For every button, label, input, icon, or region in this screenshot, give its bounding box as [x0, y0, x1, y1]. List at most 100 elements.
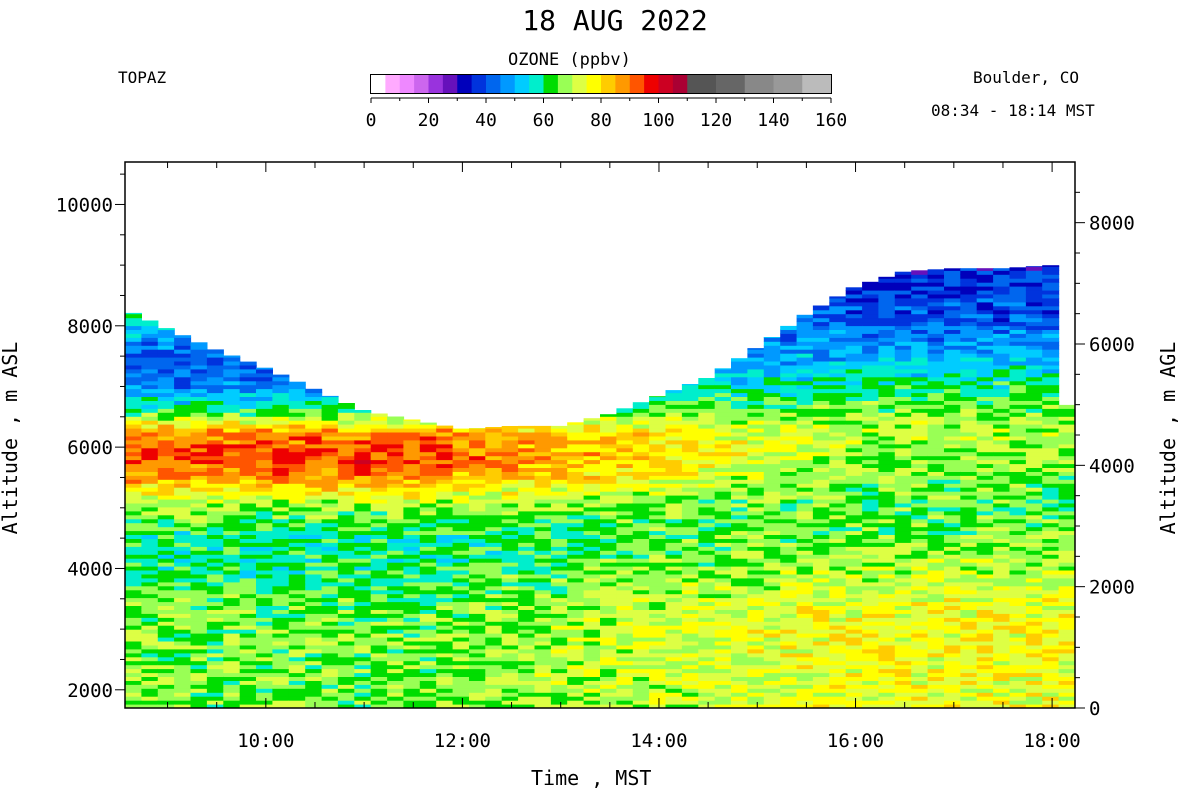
ozone-cell	[714, 637, 732, 642]
ozone-cell	[518, 621, 536, 626]
ozone-cell	[141, 459, 159, 465]
ozone-cell	[944, 380, 961, 386]
ozone-cell	[632, 688, 650, 693]
ozone-cell	[812, 455, 830, 461]
ozone-cell	[272, 435, 290, 441]
ozone-cell	[714, 471, 732, 476]
ozone-cell	[976, 435, 994, 441]
ozone-cell	[174, 581, 192, 587]
ozone-cell	[501, 550, 519, 555]
ozone-cell	[780, 483, 798, 488]
ozone-cell	[927, 321, 945, 327]
ozone-cell	[845, 566, 863, 571]
ozone-cell	[911, 341, 929, 346]
ozone-cell	[829, 353, 847, 358]
ozone-cell	[337, 546, 355, 551]
ozone-cell	[256, 368, 273, 374]
ozone-cell	[485, 518, 503, 524]
ozone-cell	[780, 581, 798, 587]
ozone-cell	[829, 392, 847, 397]
ozone-cell	[256, 688, 273, 693]
ozone-cell	[796, 357, 814, 362]
ozone-cell	[731, 601, 748, 606]
ozone-cell	[403, 613, 421, 618]
ozone-cell	[321, 400, 339, 405]
ozone-cell	[256, 526, 273, 532]
ozone-cell	[927, 293, 945, 299]
ozone-cell	[239, 372, 257, 378]
ozone-cell	[878, 676, 896, 681]
ozone-cell	[927, 660, 945, 666]
ozone-cell	[862, 372, 880, 378]
ozone-cell	[993, 660, 1011, 666]
ozone-cell	[567, 617, 585, 622]
ozone-cell	[976, 479, 994, 484]
ozone-cell	[731, 684, 748, 689]
ozone-cell	[698, 546, 716, 551]
ozone-cell	[862, 570, 880, 575]
ozone-cell	[174, 404, 192, 409]
ozone-cell	[337, 510, 355, 516]
ozone-cell	[567, 542, 585, 547]
ozone-cell	[911, 282, 929, 287]
ozone-cell	[747, 459, 765, 465]
ozone-cell	[256, 380, 273, 386]
ozone-cell	[1009, 372, 1027, 378]
ozone-cell	[174, 368, 192, 374]
ozone-cell	[141, 435, 159, 441]
ozone-cell	[845, 455, 863, 461]
ozone-cell	[780, 597, 798, 603]
ozone-cell	[911, 700, 929, 705]
ozone-cell	[878, 585, 896, 591]
ozone-cell	[583, 455, 601, 461]
ozone-cell	[845, 644, 863, 650]
ozone-cell	[452, 652, 470, 658]
ozone-cell	[829, 637, 847, 642]
ozone-cell	[485, 566, 503, 571]
ozone-cell	[862, 522, 880, 528]
ozone-cell	[534, 613, 552, 618]
ozone-cell	[894, 396, 912, 401]
ozone-cell	[206, 641, 224, 646]
ozone-cell	[141, 514, 159, 520]
ozone-cell	[141, 337, 159, 342]
ozone-cell	[190, 499, 208, 504]
ozone-cell	[534, 447, 552, 453]
ozone-cell	[747, 558, 765, 563]
ozone-cell	[125, 676, 142, 681]
ozone-cell	[714, 585, 732, 591]
ozone-cell	[927, 487, 945, 492]
ozone-cell	[272, 506, 290, 512]
ozone-cell	[1009, 514, 1027, 520]
ozone-cell	[894, 463, 912, 468]
ozone-cell	[763, 570, 781, 575]
ozone-cell	[239, 361, 257, 366]
ozone-cell	[1025, 349, 1043, 354]
ozone-cell	[731, 361, 748, 366]
ozone-cell	[600, 660, 617, 666]
ozone-cell	[534, 684, 552, 689]
ozone-cell	[1025, 506, 1043, 512]
ozone-cell	[190, 644, 208, 650]
ozone-cell	[305, 499, 323, 504]
ozone-cell	[862, 317, 880, 323]
ozone-cell	[469, 656, 486, 662]
ozone-cell	[780, 652, 798, 658]
ozone-cell	[960, 593, 978, 599]
ozone-cell	[452, 439, 470, 445]
ozone-cell	[436, 605, 454, 610]
ozone-cell	[960, 416, 978, 421]
ozone-cell	[731, 664, 748, 670]
ozone-cell	[665, 680, 683, 685]
ozone-cell	[911, 349, 929, 354]
ozone-cell	[223, 609, 241, 614]
ozone-cell	[681, 451, 699, 457]
ozone-cell	[976, 530, 994, 535]
ozone-cell	[469, 621, 486, 626]
ozone-cell	[534, 483, 552, 488]
ozone-cell	[1025, 601, 1043, 606]
ozone-cell	[796, 648, 814, 654]
ozone-cell	[501, 522, 519, 528]
ozone-cell	[796, 704, 814, 708]
ozone-cell	[141, 416, 159, 421]
